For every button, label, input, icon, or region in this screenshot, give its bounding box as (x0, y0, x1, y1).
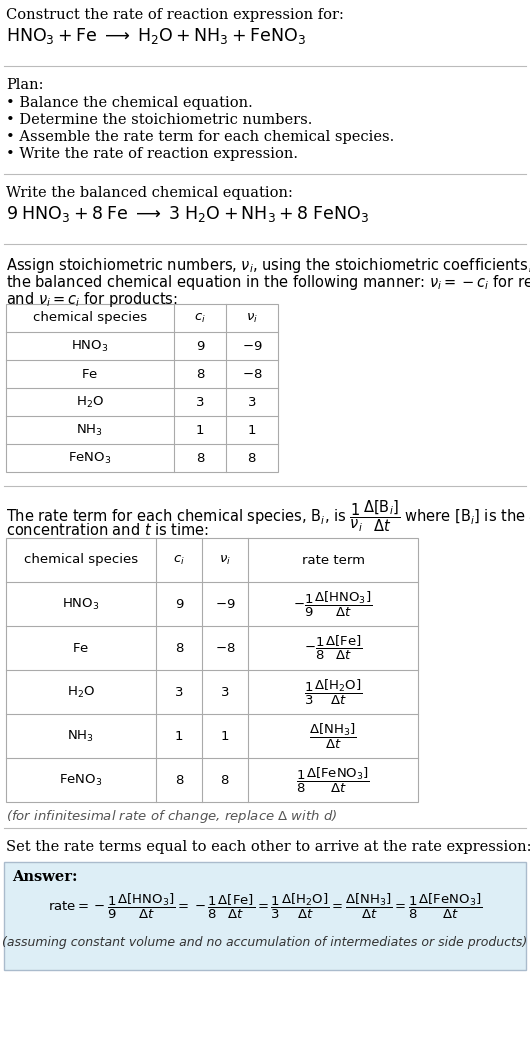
Text: Plan:: Plan: (6, 78, 43, 92)
Text: 1: 1 (196, 424, 204, 436)
Text: chemical species: chemical species (24, 553, 138, 567)
Bar (6, 538, 418, 802)
Text: $-8$: $-8$ (242, 367, 262, 380)
Text: $\mathrm{FeNO_3}$: $\mathrm{FeNO_3}$ (68, 450, 112, 466)
Text: $\mathrm{Fe}$: $\mathrm{Fe}$ (73, 641, 90, 655)
Text: rate term: rate term (302, 553, 365, 567)
Text: $8$: $8$ (248, 451, 257, 465)
Text: $\mathrm{HNO_3}$: $\mathrm{HNO_3}$ (62, 596, 100, 612)
Text: $\mathrm{FeNO_3}$: $\mathrm{FeNO_3}$ (59, 773, 103, 787)
Text: $\nu_i$: $\nu_i$ (219, 553, 231, 567)
Text: $8$: $8$ (220, 774, 229, 786)
Text: 1: 1 (175, 730, 183, 742)
Text: (assuming constant volume and no accumulation of intermediates or side products): (assuming constant volume and no accumul… (2, 936, 528, 949)
Text: 9: 9 (175, 597, 183, 611)
Text: • Write the rate of reaction expression.: • Write the rate of reaction expression. (6, 147, 298, 161)
Text: $\mathrm{HNO_3} + \mathrm{Fe}\;\longrightarrow\;\mathrm{H_2O} + \mathrm{NH_3} + : $\mathrm{HNO_3} + \mathrm{Fe}\;\longrigh… (6, 26, 306, 46)
Text: $\nu_i$: $\nu_i$ (246, 311, 258, 325)
Text: 8: 8 (196, 451, 204, 465)
Text: $3$: $3$ (220, 686, 229, 698)
Text: $\dfrac{\Delta[\mathrm{NH_3}]}{\Delta t}$: $\dfrac{\Delta[\mathrm{NH_3}]}{\Delta t}… (309, 721, 357, 751)
Text: $1$: $1$ (248, 424, 257, 436)
Text: • Assemble the rate term for each chemical species.: • Assemble the rate term for each chemic… (6, 130, 394, 144)
Text: $-\dfrac{1}{9}\dfrac{\Delta[\mathrm{HNO_3}]}{\Delta t}$: $-\dfrac{1}{9}\dfrac{\Delta[\mathrm{HNO_… (294, 590, 373, 619)
Text: and $\nu_i = c_i$ for products:: and $\nu_i = c_i$ for products: (6, 290, 178, 309)
Text: 3: 3 (196, 396, 204, 408)
Text: concentration and $t$ is time:: concentration and $t$ is time: (6, 522, 209, 538)
Text: $-8$: $-8$ (215, 641, 235, 655)
Text: 8: 8 (175, 774, 183, 786)
Text: $\mathrm{NH_3}$: $\mathrm{NH_3}$ (76, 423, 103, 437)
Text: Write the balanced chemical equation:: Write the balanced chemical equation: (6, 186, 293, 200)
Text: $1$: $1$ (220, 730, 229, 742)
Text: $\mathrm{rate} = -\dfrac{1}{9}\dfrac{\Delta[\mathrm{HNO_3}]}{\Delta t} = -\dfrac: $\mathrm{rate} = -\dfrac{1}{9}\dfrac{\De… (48, 892, 482, 921)
Text: $-\dfrac{1}{8}\dfrac{\Delta[\mathrm{Fe}]}{\Delta t}$: $-\dfrac{1}{8}\dfrac{\Delta[\mathrm{Fe}]… (304, 634, 362, 662)
Text: $-9$: $-9$ (215, 597, 235, 611)
Text: • Balance the chemical equation.: • Balance the chemical equation. (6, 96, 253, 110)
Text: 9: 9 (196, 339, 204, 353)
Text: The rate term for each chemical species, $\mathrm{B}_i$, is $\dfrac{1}{\nu_i}\df: The rate term for each chemical species,… (6, 498, 530, 533)
Text: $\mathrm{H_2O}$: $\mathrm{H_2O}$ (67, 685, 95, 699)
Text: 8: 8 (175, 641, 183, 655)
Text: $c_i$: $c_i$ (173, 553, 185, 567)
Text: chemical species: chemical species (33, 311, 147, 325)
Text: Assign stoichiometric numbers, $\nu_i$, using the stoichiometric coefficients, $: Assign stoichiometric numbers, $\nu_i$, … (6, 256, 530, 275)
Text: • Determine the stoichiometric numbers.: • Determine the stoichiometric numbers. (6, 113, 312, 127)
Text: 8: 8 (196, 367, 204, 380)
Text: the balanced chemical equation in the following manner: $\nu_i = -c_i$ for react: the balanced chemical equation in the fo… (6, 272, 530, 292)
Text: Construct the rate of reaction expression for:: Construct the rate of reaction expressio… (6, 8, 344, 22)
Text: $c_i$: $c_i$ (194, 311, 206, 325)
Text: $\dfrac{1}{8}\dfrac{\Delta[\mathrm{FeNO_3}]}{\Delta t}$: $\dfrac{1}{8}\dfrac{\Delta[\mathrm{FeNO_… (296, 765, 370, 794)
Text: Set the rate terms equal to each other to arrive at the rate expression:: Set the rate terms equal to each other t… (6, 840, 530, 854)
Text: $9\;\mathrm{HNO_3} + 8\;\mathrm{Fe}\;\longrightarrow\;3\;\mathrm{H_2O} + \mathrm: $9\;\mathrm{HNO_3} + 8\;\mathrm{Fe}\;\lo… (6, 204, 369, 224)
Text: $-9$: $-9$ (242, 339, 262, 353)
Text: $\mathrm{Fe}$: $\mathrm{Fe}$ (82, 367, 99, 380)
Text: $\mathrm{NH_3}$: $\mathrm{NH_3}$ (67, 729, 94, 743)
Bar (4, 862, 526, 970)
Text: $\mathrm{HNO_3}$: $\mathrm{HNO_3}$ (71, 338, 109, 354)
Bar (6, 304, 278, 472)
Text: $3$: $3$ (248, 396, 257, 408)
Text: $\dfrac{1}{3}\dfrac{\Delta[\mathrm{H_2O}]}{\Delta t}$: $\dfrac{1}{3}\dfrac{\Delta[\mathrm{H_2O}… (304, 678, 362, 707)
Text: Answer:: Answer: (12, 870, 77, 884)
Text: (for infinitesimal rate of change, replace $\Delta$ with $d$): (for infinitesimal rate of change, repla… (6, 808, 338, 825)
Text: $\mathrm{H_2O}$: $\mathrm{H_2O}$ (76, 395, 104, 409)
Text: 3: 3 (175, 686, 183, 698)
